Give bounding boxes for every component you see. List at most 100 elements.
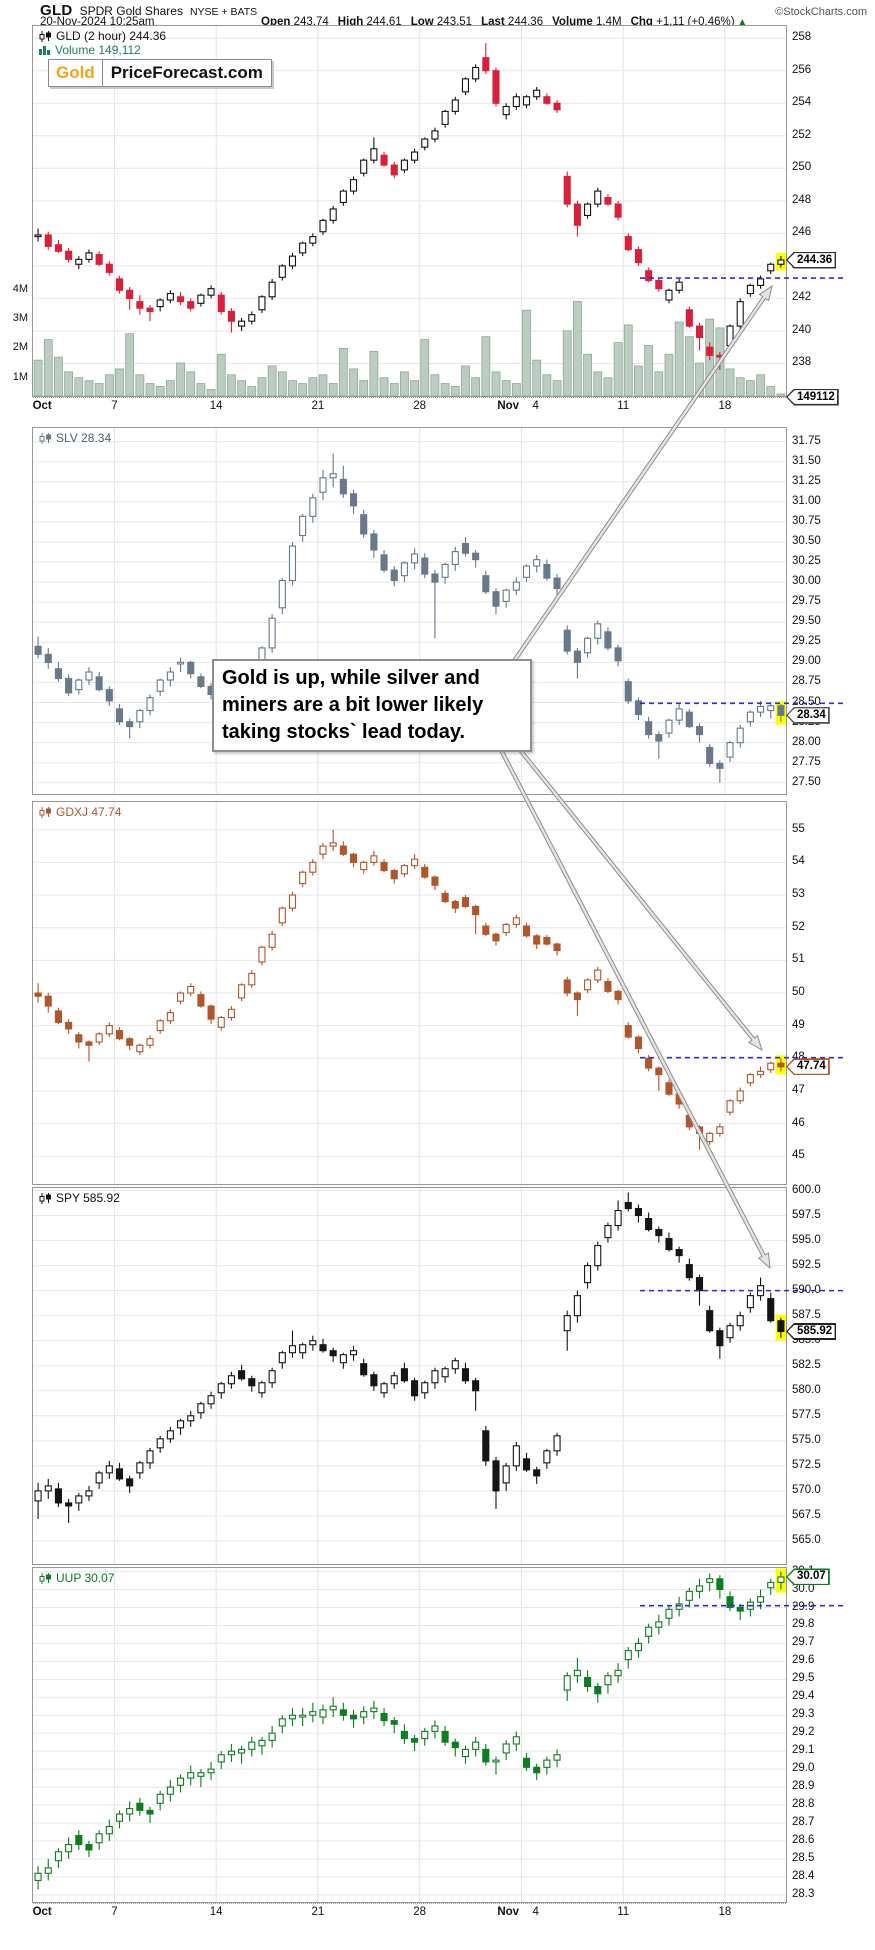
y-axis-tick-label: 31.50 [792, 454, 821, 467]
exchange: NYSE + BATS [189, 6, 258, 18]
legend-label: GDXJ 47.74 [56, 805, 122, 819]
uup-chart-panel [32, 1567, 787, 1903]
y-axis-tick-label: 30.25 [792, 555, 821, 568]
candlestick-icon [39, 1572, 51, 1584]
y-axis-tick-label: 30.50 [792, 534, 821, 547]
volume-legend: Volume 149,112 [39, 43, 141, 57]
uup-legend: UUP 30.07 [39, 1571, 114, 1585]
price-tag: 149112 [786, 388, 839, 406]
y-axis-tick-label: 590.0 [792, 1283, 821, 1296]
y-axis-tick-label: 49 [792, 1018, 805, 1031]
y-axis-tick-label: 28.4 [792, 1869, 815, 1882]
y-axis-tick-label: 27.50 [792, 775, 821, 788]
y-axis-tick-label: 587.5 [792, 1308, 821, 1321]
y-axis-tick-label: 50 [792, 986, 805, 998]
y-axis-tick-label: 28.9 [792, 1780, 815, 1793]
x-axis-label: 7 [111, 400, 118, 412]
x-axis-label: 11 [617, 1906, 630, 1918]
y-axis-tick-label: 47 [792, 1083, 805, 1096]
y-axis-tick-label: 31.75 [792, 434, 821, 447]
y-axis-tick-label: 240 [792, 323, 812, 336]
logo-gold: Gold [49, 60, 103, 86]
volume-axis-label: 1M [12, 370, 28, 383]
spy-chart-panel [32, 1187, 787, 1565]
x-axis-label: Nov [497, 1906, 520, 1918]
copyright: ©StockCharts.com [775, 6, 867, 18]
legend-label: GLD (2 hour) 244.36 [56, 29, 167, 43]
x-axis-label: 4 [532, 1906, 539, 1918]
logo-rest: PriceForecast.com [110, 63, 263, 82]
x-axis: Oct 7 14 21 28 Nov 4 11 18 [33, 1903, 786, 1922]
y-axis-tick-label: 46 [792, 1116, 805, 1129]
candlestick-icon [39, 30, 51, 42]
goldpriceforecast-logo: Gold PriceForecast.com [48, 59, 272, 87]
symbol: GLD [40, 2, 73, 19]
y-axis-tick-label: 54 [792, 855, 805, 868]
y-axis-tick-label: 28.00 [792, 735, 821, 748]
y-axis-tick-label: 29.25 [792, 635, 821, 648]
y-axis-tick-label: 29.9 [792, 1600, 815, 1613]
y-axis-tick-label: 29.1 [792, 1744, 815, 1757]
y-axis-tick-label: 28.75 [792, 675, 821, 688]
y-axis-tick-label: 30.00 [792, 575, 821, 588]
change-up-icon: ▲ [734, 17, 748, 28]
y-axis-tick-label: 242 [792, 291, 812, 304]
y-axis-tick-label: 30.75 [792, 514, 821, 527]
gdxj-legend: GDXJ 47.74 [39, 805, 121, 819]
slv-legend: SLV 28.34 [39, 431, 111, 445]
spy-legend: SPY 585.92 [39, 1191, 120, 1205]
y-axis-tick-label: 51 [792, 953, 805, 966]
y-axis-tick-label: 582.5 [792, 1358, 821, 1371]
y-axis-tick-label: 29.7 [792, 1636, 815, 1649]
volume-axis-label: 3M [12, 312, 28, 325]
price-tag: 28.34 [786, 706, 830, 724]
x-axis-label: Oct [32, 400, 52, 412]
x-axis-label: 21 [311, 400, 325, 412]
y-axis-tick-label: 595.0 [792, 1233, 821, 1246]
y-axis-tick-label: 250 [792, 161, 812, 174]
y-axis-tick-label: 52 [792, 920, 805, 933]
y-axis-tick-label: 29.50 [792, 615, 821, 628]
gdxj-chart-panel [32, 801, 787, 1185]
y-axis-tick-label: 29.0 [792, 1762, 815, 1775]
y-axis-tick-label: 572.5 [792, 1458, 821, 1471]
y-axis-tick-label: 29.2 [792, 1726, 815, 1739]
y-axis-tick-label: 254 [792, 96, 812, 109]
y-axis-tick-label: 31.00 [792, 494, 821, 507]
y-axis-tick-label: 28.8 [792, 1798, 815, 1811]
legend-label: SLV 28.34 [56, 431, 112, 445]
y-axis-tick-label: 53 [792, 888, 805, 901]
y-axis-tick-label: 570.0 [792, 1483, 821, 1496]
x-axis-label: 18 [718, 400, 732, 412]
x-axis-label: 18 [718, 1906, 732, 1918]
y-axis-tick-label: 567.5 [792, 1508, 821, 1521]
x-axis-label: Oct [32, 1906, 52, 1918]
y-axis-tick-label: 565.0 [792, 1533, 821, 1546]
y-axis-tick-label: 30.0 [792, 1582, 815, 1595]
y-axis-tick-label: 252 [792, 128, 812, 141]
y-axis-tick-label: 28.5 [792, 1851, 815, 1864]
x-axis-label: 28 [413, 1906, 427, 1918]
volume-axis-label: 4M [12, 282, 28, 295]
y-axis-tick-label: 27.75 [792, 755, 821, 768]
y-axis-tick-label: 29.3 [792, 1708, 815, 1721]
y-axis-tick-label: 29.8 [792, 1618, 815, 1631]
candlestick-icon [39, 1192, 51, 1204]
candlestick-icon [39, 432, 51, 444]
y-axis-tick-label: 597.5 [792, 1208, 821, 1221]
y-axis-tick-label: 45 [792, 1149, 805, 1162]
y-axis-tick-label: 29.6 [792, 1654, 815, 1667]
y-axis-tick-label: 600.0 [792, 1183, 821, 1196]
y-axis-tick-label: 55 [792, 822, 805, 835]
x-axis-label: Nov [497, 400, 520, 412]
y-axis-tick-label: 580.0 [792, 1383, 821, 1396]
y-axis-tick-label: 28.6 [792, 1833, 815, 1846]
legend-label: UUP 30.07 [56, 1571, 115, 1585]
y-axis-tick-label: 28.3 [792, 1887, 815, 1900]
y-axis-tick-label: 246 [792, 226, 812, 239]
x-axis-label: 14 [209, 1906, 223, 1918]
legend-label: Volume 149,112 [55, 43, 141, 57]
volume-bars-icon [39, 46, 50, 55]
price-tag: 30.07 [786, 1568, 830, 1586]
